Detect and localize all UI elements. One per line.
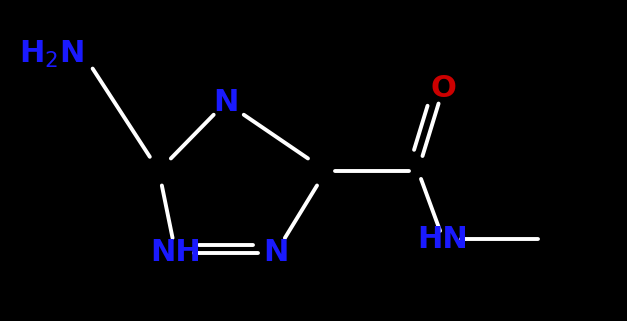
Text: HN: HN xyxy=(418,225,468,254)
Text: N: N xyxy=(213,88,238,117)
Text: H$_2$N: H$_2$N xyxy=(19,39,83,70)
Text: N: N xyxy=(263,238,288,267)
Text: O: O xyxy=(430,74,456,103)
Text: NH: NH xyxy=(150,238,201,267)
